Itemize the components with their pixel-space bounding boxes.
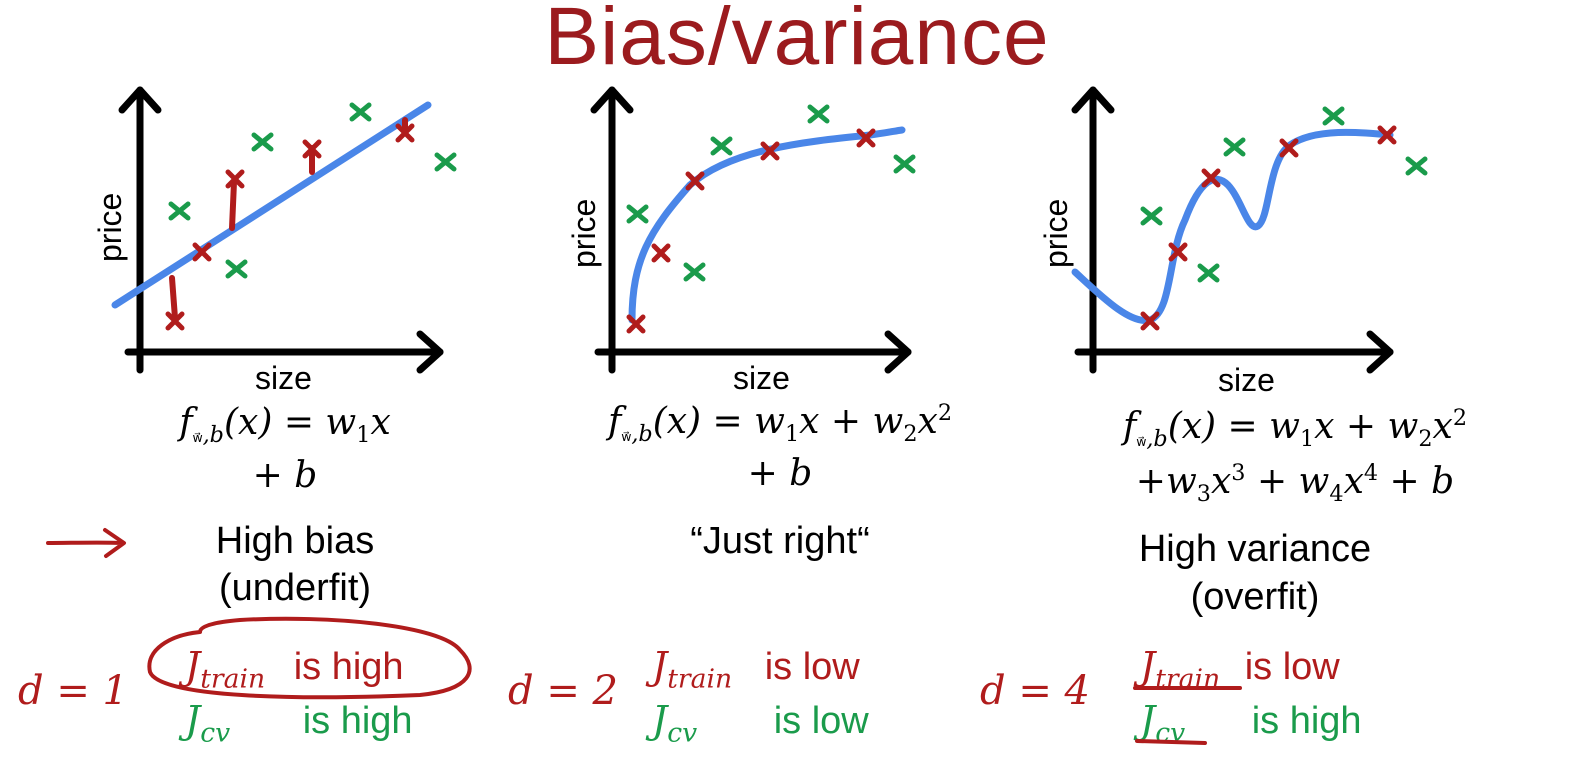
training-points xyxy=(626,128,876,334)
x-axis-label-2: size xyxy=(733,360,790,396)
x-axis-label-1: size xyxy=(255,360,312,396)
formula-3: fw⃗,b(x) = w1x + w2x2 xyxy=(1122,405,1468,453)
caption-underfit-line-2: (underfit) xyxy=(218,567,372,609)
caption-just-right: “Just right“ xyxy=(690,520,870,562)
formula-1: fw⃗,b(x) = w1x xyxy=(179,402,391,449)
training-points xyxy=(165,123,415,331)
degree-label-1: d = 1 xyxy=(18,668,128,714)
cv-points xyxy=(168,102,457,279)
degree-label-3: d = 4 xyxy=(980,668,1090,714)
caption-overfit-line-1: High variance xyxy=(1138,528,1372,570)
formula-2: fw⃗,b(x) = w1x + w2x2 xyxy=(607,400,953,448)
caption-overfit-line-2: (overfit) xyxy=(1190,576,1320,618)
formula-3-line-2: +w3x3 + w4x4 + b xyxy=(1135,460,1455,508)
j-train-row-1: Jtrain is high xyxy=(185,644,404,695)
cv-points xyxy=(626,104,916,282)
axes-panel-3 xyxy=(1071,86,1394,374)
page-title: Bias/variance xyxy=(544,0,1050,82)
cv-points xyxy=(1140,106,1428,283)
x-axis-label-3: size xyxy=(1218,362,1275,398)
formula-2-line-2: + b xyxy=(747,453,813,494)
linear-fit-line xyxy=(111,101,432,309)
training-points xyxy=(1140,125,1397,331)
degree-label-2: d = 2 xyxy=(508,668,618,714)
j-cv-row-1: Jcv is high xyxy=(185,698,413,749)
quadratic-fit-curve xyxy=(628,126,906,324)
formula-1-line-2: + b xyxy=(252,455,318,496)
axes-panel-1 xyxy=(118,86,444,374)
j-cv-row-2: Jcv is low xyxy=(652,698,869,749)
j-train-row-2: Jtrain is low xyxy=(652,644,860,695)
axes-panel-2 xyxy=(590,86,912,374)
caption-underfit-line-1: High bias xyxy=(215,520,375,562)
